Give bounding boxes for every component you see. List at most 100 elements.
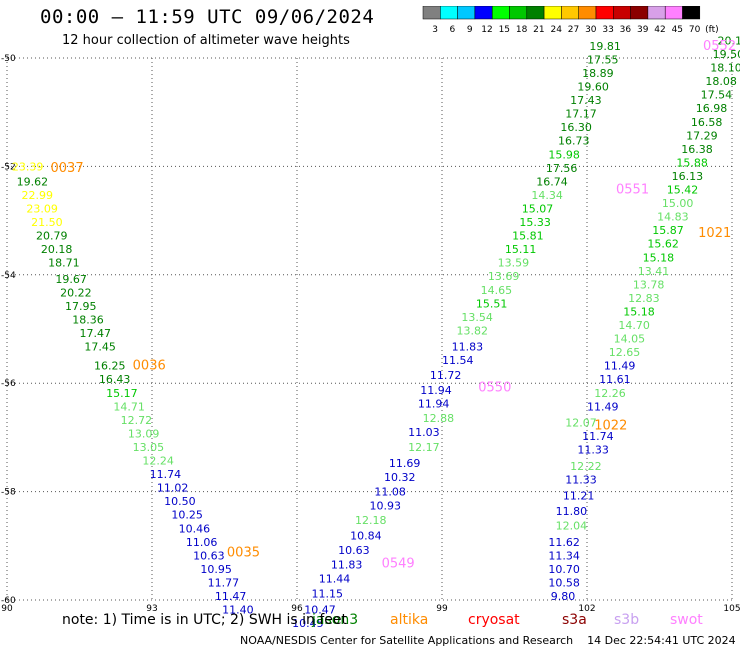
- lon-tick-label: 93: [146, 604, 157, 614]
- colorbar-label: 39: [637, 25, 649, 35]
- wave-height-reading: 11.74: [582, 430, 614, 443]
- wave-height-reading: 14.70: [618, 319, 650, 332]
- colorbar-label: (ft): [705, 25, 719, 35]
- wave-height-colorbar: 3 6 9 12 15 18 21 24 27 30 33 36 39 42 45 70 (ft): [422, 6, 719, 35]
- lat-tick-label: -56: [1, 379, 16, 389]
- wave-height-reading: 12.88: [423, 412, 455, 425]
- wave-height-reading: 12.22: [570, 460, 602, 473]
- colorbar-swatch: [682, 6, 701, 20]
- wave-height-reading: 11.47: [215, 590, 247, 603]
- wave-height-reading: 17.43: [570, 94, 602, 107]
- satellite-legend-s3a: s3a: [562, 612, 587, 628]
- colorbar-label: 6: [450, 25, 456, 35]
- wave-height-reading: 16.98: [696, 102, 728, 115]
- lat-tick-label: -50: [1, 54, 16, 64]
- wave-height-reading: 10.63: [193, 549, 225, 562]
- wave-height-reading: 15.00: [662, 197, 694, 210]
- wave-height-reading: 10.50: [164, 495, 196, 508]
- wave-height-reading: 10.95: [200, 563, 232, 576]
- wave-height-reading: 9.80: [551, 590, 576, 603]
- wave-height-reading: 17.45: [84, 341, 116, 354]
- wave-height-reading: 11.33: [577, 444, 609, 457]
- wave-height-reading: 11.74: [150, 468, 182, 481]
- pass-time-label: 1021: [698, 226, 731, 241]
- wave-height-reading: 15.07: [522, 202, 554, 215]
- wave-height-reading: 16.74: [536, 175, 568, 188]
- wave-height-reading: 19.50: [713, 48, 740, 61]
- wave-height-reading: 20.18: [41, 243, 72, 256]
- colorbar-label: 9: [467, 25, 473, 35]
- colorbar-label: 70: [689, 25, 701, 35]
- wave-height-reading: 15.17: [106, 387, 138, 400]
- wave-height-reading: 19.81: [589, 40, 621, 53]
- wave-height-reading: 13.54: [461, 311, 493, 324]
- wave-height-reading: 12.83: [628, 292, 660, 305]
- wave-height-reading: 11.15: [312, 587, 344, 600]
- lon-tick-label: 102: [578, 604, 595, 614]
- colorbar-label: 27: [568, 25, 579, 35]
- wave-height-reading: 17.54: [701, 89, 733, 102]
- credit-line: NOAA/NESDIS Center for Satellite Applica…: [240, 634, 736, 647]
- wave-height-reading: 14.65: [481, 284, 512, 297]
- colorbar-label: 24: [550, 25, 562, 35]
- wave-height-reading: 12.65: [609, 346, 641, 359]
- wave-height-reading: 13.59: [498, 257, 530, 270]
- wave-height-reading: 15.98: [548, 148, 580, 161]
- wave-height-reading: 10.32: [384, 471, 416, 484]
- wave-height-reading: 12.04: [556, 520, 588, 533]
- wave-height-reading: 20.14: [718, 34, 740, 47]
- wave-height-reading: 12.07: [565, 417, 597, 430]
- lon-tick-label: 99: [436, 604, 448, 614]
- lon-tick-label: 96: [291, 604, 303, 614]
- wave-height-reading: 10.45: [292, 617, 324, 630]
- wave-height-reading: 15.88: [676, 156, 708, 169]
- colorbar-label: 21: [533, 25, 544, 35]
- wave-height-reading: 19.60: [577, 81, 609, 94]
- wave-height-reading: 16.58: [691, 116, 723, 129]
- wave-height-reading: 12.72: [121, 414, 153, 427]
- pass-time-label: 0552: [703, 39, 736, 54]
- colorbar-label: 36: [620, 25, 632, 35]
- pass-time-label: 0550: [478, 380, 511, 395]
- wave-height-reading: 17.29: [686, 129, 718, 142]
- wave-height-reading: 11.03: [408, 426, 440, 439]
- wave-height-reading: 10.25: [171, 509, 203, 522]
- colorbar-label: 30: [585, 25, 597, 35]
- satellite-legend-altika: altika: [390, 612, 429, 628]
- wave-height-reading: 15.62: [647, 238, 679, 251]
- wave-height-reading: 16.38: [681, 143, 713, 156]
- colorbar-label: 42: [654, 25, 665, 35]
- wave-height-reading: 13.05: [133, 441, 165, 454]
- wave-height-reading: 15.33: [519, 216, 551, 229]
- pass-time-label: 0036: [133, 359, 166, 374]
- satellite-legend-cryosat: cryosat: [468, 612, 520, 628]
- wave-height-reading: 11.06: [186, 536, 218, 549]
- map-title: 00:00 – 11:59 UTC 09/06/2024: [40, 6, 375, 28]
- wave-height-reading: 11.83: [331, 559, 363, 572]
- wave-height-reading: 10.58: [548, 576, 580, 589]
- wave-height-reading: 15.87: [652, 224, 684, 237]
- wave-height-reading: 10.63: [338, 544, 370, 557]
- wave-height-reading: 15.11: [505, 243, 537, 256]
- wave-height-reading: 12.17: [408, 441, 440, 454]
- wave-height-reading: 11.34: [548, 549, 580, 562]
- wave-height-reading: 18.08: [705, 75, 737, 88]
- wave-height-reading: 15.18: [643, 251, 675, 264]
- wave-height-reading: 13.09: [128, 427, 160, 440]
- wave-height-reading: 10.84: [350, 529, 382, 542]
- wave-height-reading: 15.81: [512, 230, 544, 243]
- wave-height-reading: 11.83: [452, 341, 484, 354]
- wave-height-reading: 18.89: [582, 67, 614, 80]
- wave-height-reading: 11.40: [222, 604, 254, 617]
- wave-height-reading: 11.44: [319, 573, 351, 586]
- lat-tick-label: -52: [1, 162, 16, 172]
- wave-height-reading: 17.95: [65, 300, 97, 313]
- wave-height-reading: 11.49: [604, 360, 636, 373]
- satellite-legend-s3b: s3b: [614, 612, 640, 628]
- wave-height-reading: 16.25: [94, 360, 126, 373]
- wave-height-reading: 10.47: [304, 604, 336, 617]
- lat-tick-label: -58: [1, 488, 16, 498]
- wave-height-reading: 16.30: [560, 121, 592, 134]
- wave-height-reading: 14.34: [531, 189, 563, 202]
- lat-tick-label: -54: [1, 271, 16, 281]
